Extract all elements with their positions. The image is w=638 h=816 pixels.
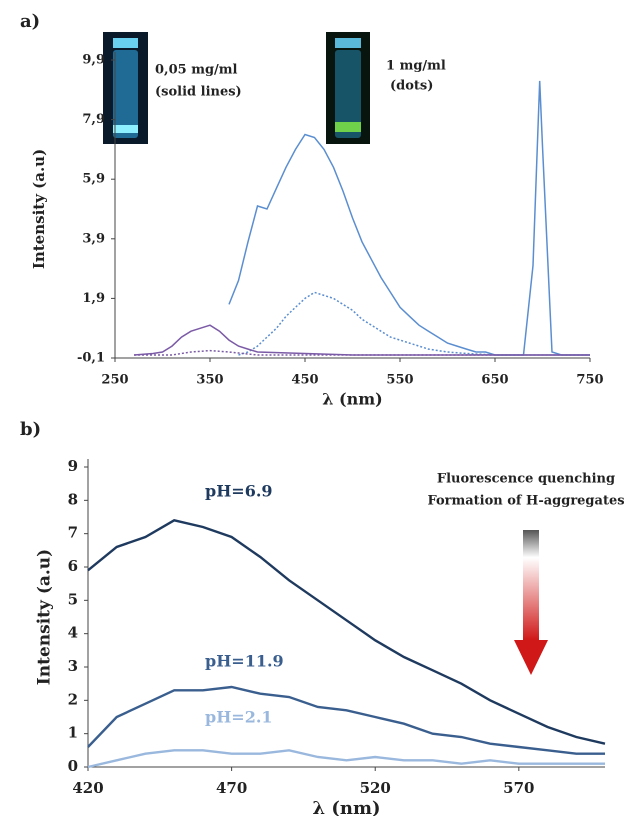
- y-axis-label: Intensity (a.u): [30, 149, 48, 269]
- y-tick-label: 8: [68, 490, 78, 508]
- annotation: (solid lines): [155, 85, 242, 100]
- x-tick-label: 450: [291, 373, 318, 388]
- series-line: [228, 80, 590, 356]
- annotation: Fluorescence quenching: [437, 472, 615, 487]
- vial-image: [326, 32, 370, 144]
- y-tick-label: 1: [68, 724, 78, 742]
- annotation: 1 mg/ml: [386, 59, 446, 74]
- x-tick-label: 520: [360, 779, 391, 797]
- arrow-shaft: [523, 530, 539, 640]
- panel-label: a): [20, 11, 40, 32]
- arrow-head: [514, 640, 548, 675]
- x-tick-label: 350: [196, 373, 223, 388]
- series-label: pH=2.1: [205, 708, 273, 727]
- annotation: 0,05 mg/ml: [155, 63, 238, 78]
- x-tick-label: 250: [101, 373, 128, 388]
- y-tick-label: -0,1: [77, 351, 105, 366]
- x-axis-label: λ (nm): [312, 798, 380, 816]
- y-tick-label: 6: [68, 557, 78, 575]
- y-tick-label: 4: [68, 624, 78, 642]
- x-axis-label: λ (nm): [322, 390, 383, 409]
- series-label: pH=6.9: [205, 482, 273, 501]
- y-tick-label: 1,9: [82, 291, 105, 306]
- series-label: pH=11.9: [205, 652, 284, 671]
- series-line: [238, 291, 590, 356]
- series-line: [133, 324, 590, 356]
- y-tick-label: 2: [68, 690, 78, 708]
- y-tick-label: 9,9: [82, 53, 105, 68]
- y-tick-label: 7: [68, 524, 78, 542]
- y-tick-label: 0: [68, 757, 78, 775]
- x-tick-label: 550: [386, 373, 413, 388]
- vial-image: [103, 32, 148, 144]
- x-tick-label: 750: [576, 373, 603, 388]
- x-tick-label: 470: [216, 779, 247, 797]
- series-line: [87, 749, 605, 769]
- series-line: [87, 685, 605, 755]
- x-tick-label: 570: [503, 779, 534, 797]
- y-tick-label: 3: [68, 657, 78, 675]
- y-tick-label: 3,9: [82, 231, 105, 246]
- y-tick-label: 5: [68, 590, 78, 608]
- annotation: Formation of H-aggregates: [427, 494, 624, 509]
- series-line: [134, 349, 590, 356]
- x-tick-label: 420: [72, 779, 103, 797]
- x-tick-label: 650: [481, 373, 508, 388]
- y-tick-label: 5,9: [82, 172, 105, 187]
- panel-label: b): [20, 419, 41, 440]
- annotation: (dots): [390, 79, 433, 94]
- y-axis-label: Intensity (a.u): [35, 549, 55, 685]
- y-tick-label: 9: [68, 457, 78, 475]
- y-tick-label: 7,9: [82, 112, 105, 127]
- series-line: [87, 519, 606, 745]
